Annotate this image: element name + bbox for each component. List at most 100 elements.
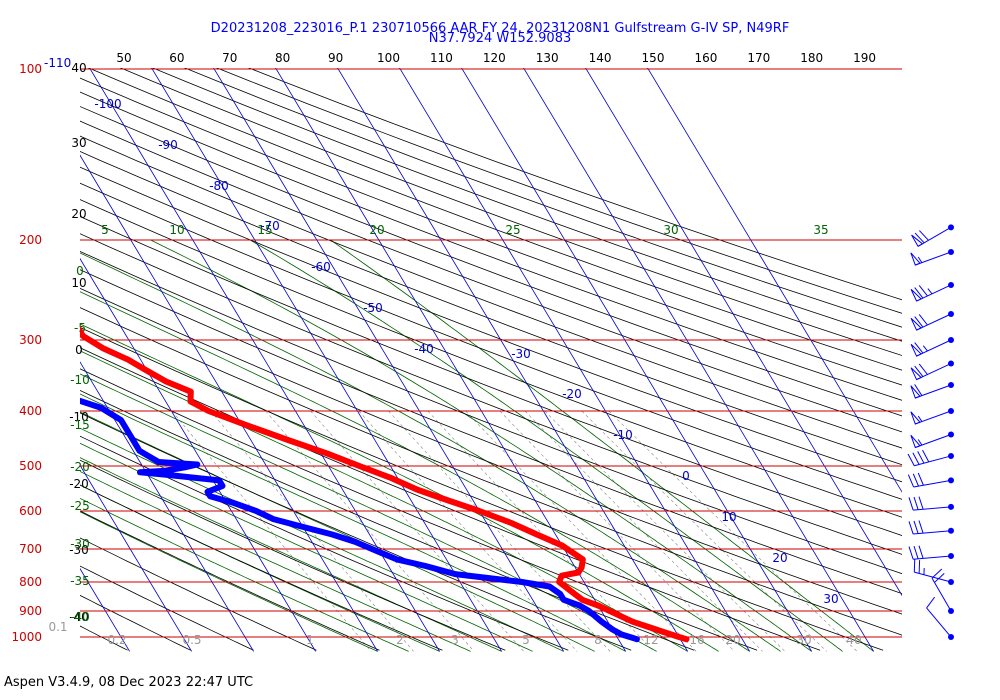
wind-barb-staff: [913, 555, 952, 560]
dry-adiabat-label: -10: [69, 410, 89, 424]
wind-barb-half-feather: [917, 256, 923, 263]
wind-barb-feather: [912, 452, 920, 465]
top-axis-tick-label: 120: [483, 51, 506, 65]
mixing-ratio-label: 12: [643, 633, 658, 647]
pressure-label: 200: [19, 233, 42, 247]
wind-barb-feather: [913, 545, 919, 559]
isotherm-line: [213, 68, 564, 652]
dry-adiabat-label: 10: [71, 276, 86, 290]
wind-barb-feather: [917, 472, 924, 486]
isotherm-label: -50: [363, 301, 383, 315]
moist-adiabat-left-label: -15: [70, 418, 90, 432]
isotherm-line: [89, 68, 440, 652]
dry-adiabat-line: [80, 287, 902, 615]
wind-barb-feather: [918, 314, 928, 326]
top-axis-tick-label: 110: [430, 51, 453, 65]
mixing-ratio-line: [465, 410, 697, 652]
wind-barb: [908, 520, 954, 535]
mixing-ratio-label: 0.1: [48, 620, 67, 634]
wind-barb: [910, 281, 954, 302]
dry-adiabat-line: [80, 166, 902, 483]
wind-barb-half-feather: [917, 415, 923, 422]
mixing-ratio-label: 1: [306, 633, 314, 647]
mixing-ratio-lines: [171, 410, 858, 652]
wind-barb-staff: [915, 434, 952, 448]
top-axis-tick-label: 90: [328, 51, 343, 65]
wind-barb-feather: [914, 316, 924, 328]
wind-barb-pennant: [911, 234, 924, 248]
wind-barb: [910, 311, 954, 331]
wind-barb-feather: [913, 496, 919, 510]
wind-barb: [910, 360, 954, 381]
isotherm-label: -90: [158, 138, 178, 152]
mixing-ratio-line: [358, 410, 578, 652]
dry-adiabat-line: [80, 269, 902, 595]
pressure-label: 600: [19, 504, 42, 518]
mixing-ratio-label: 2: [396, 633, 404, 647]
moist-adiabat-line: [80, 393, 626, 652]
moist-adiabat-top-label: 25: [505, 223, 520, 237]
wind-barb-feather: [918, 496, 924, 510]
dry-adiabat-label: 0: [75, 343, 83, 357]
wind-barb-staff: [916, 363, 952, 381]
dry-adiabat-line: [80, 510, 380, 651]
wind-barb-pennant: [910, 367, 922, 381]
dry-adiabat-line: [80, 594, 191, 651]
dry-adiabat-label: 20: [71, 207, 86, 221]
isotherm-line: [80, 257, 316, 652]
wind-barb-staff: [916, 284, 952, 302]
dry-adiabats: [80, 68, 902, 651]
wind-barb-half-feather: [922, 345, 928, 352]
wind-barb: [910, 337, 954, 357]
dry-adiabat-line: [80, 251, 902, 575]
isotherm-line: [80, 154, 378, 652]
wind-barb-feather: [919, 230, 929, 241]
dry-adiabat-line: [80, 327, 884, 651]
dry-adiabat-line: [80, 459, 506, 651]
moist-adiabat-line: [80, 442, 533, 652]
isotherm-line: [523, 68, 874, 652]
wind-barb-feather: [914, 384, 923, 396]
mixing-ratio-label: 20: [725, 633, 740, 647]
isotherm-label: 20: [772, 551, 787, 565]
moist-adiabat-left-label: -25: [70, 499, 90, 513]
mixing-ratio-label: 0.5: [182, 633, 201, 647]
pressure-label: 800: [19, 575, 42, 589]
moist-adiabat-line: [80, 323, 719, 652]
moist-adiabat-left-label: -20: [70, 460, 90, 474]
wind-barb-staff: [913, 530, 952, 535]
mixing-ratio-line: [388, 410, 611, 652]
wind-barb-feather: [917, 451, 925, 464]
moist-adiabat-top-label: 20: [369, 223, 384, 237]
wind-barb-pennant: [910, 434, 921, 449]
isotherm-label: -20: [562, 387, 582, 401]
top-axis-tick-label: 150: [642, 51, 665, 65]
isotherm-line: [0, 56, 68, 651]
sounding-profiles: [80, 325, 690, 643]
mixing-ratio-label: 30: [796, 633, 811, 647]
isotherm-label: -40: [414, 342, 434, 356]
wind-barb-half-feather: [927, 288, 933, 295]
wind-barb: [907, 449, 954, 467]
moist-adiabat-line: [80, 457, 502, 652]
moist-adiabat-line: [80, 497, 409, 652]
dry-adiabat-label: -30: [69, 543, 89, 557]
dewpoint-profile: [80, 397, 640, 643]
temperature-profile: [80, 325, 690, 643]
isotherm-line: [0, 56, 6, 651]
dry-adiabat-line: [80, 216, 902, 536]
wind-barb: [911, 224, 954, 248]
dry-adiabat-line: [80, 412, 632, 651]
wind-barb-staff: [926, 607, 952, 638]
isotherm-line: [275, 68, 626, 652]
moist-adiabat-top-label: 10: [169, 223, 184, 237]
moist-adiabat-left-label: -35: [70, 574, 90, 588]
wind-barb-staff: [913, 506, 952, 511]
top-axis-tick-label: 100: [377, 51, 400, 65]
pressure-label: 500: [19, 459, 42, 473]
isotherm-label: 10: [721, 510, 736, 524]
wind-barb-pennant: [910, 317, 922, 331]
dry-adiabat-line: [80, 347, 821, 651]
wind-barb-feather: [908, 497, 914, 511]
wind-barb-staff: [917, 226, 952, 247]
